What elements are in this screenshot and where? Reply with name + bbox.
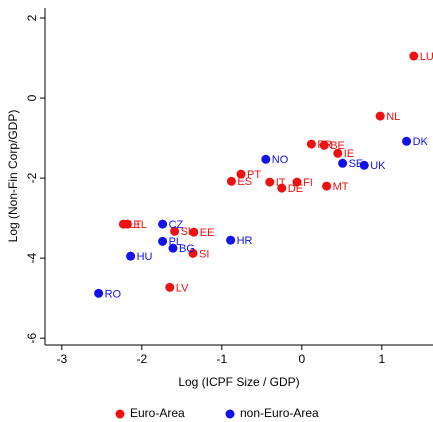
legend-marker (115, 409, 125, 419)
point (322, 181, 332, 191)
x-tick-label: -1 (216, 352, 227, 366)
point (338, 158, 348, 168)
point-label: SI (199, 248, 209, 260)
legend-label: non-Euro-Area (240, 406, 319, 420)
point (277, 183, 287, 193)
point-label: LU (420, 51, 433, 63)
point (375, 111, 385, 121)
point (189, 227, 199, 237)
point (359, 160, 369, 170)
point-label: LT (129, 219, 141, 231)
point-label: EL (133, 219, 146, 231)
point (409, 51, 419, 61)
point (170, 226, 180, 236)
y-tick-label: 0 (25, 94, 39, 101)
y-axis-label: Log (Non-Fin Corp/GDP) (6, 110, 20, 243)
point-label: CZ (169, 219, 184, 231)
point-label: IT (276, 177, 286, 189)
x-tick-label: -3 (56, 352, 67, 366)
point-label: UK (370, 160, 386, 172)
y-tick-label: -4 (25, 252, 39, 263)
point-label: ES (237, 176, 252, 188)
point (319, 140, 329, 150)
point (188, 248, 198, 258)
point-label: SE (349, 158, 364, 170)
point-label: DE (288, 183, 303, 195)
legend-label: Euro-Area (130, 406, 185, 420)
point-label: DK (413, 136, 429, 148)
y-tick-label: -6 (25, 333, 39, 344)
x-tick-label: 0 (298, 352, 305, 366)
point (165, 282, 175, 292)
point (402, 136, 412, 146)
point-label: MT (333, 181, 349, 193)
point (126, 251, 136, 261)
point-label: BG (179, 243, 195, 255)
point (226, 235, 236, 245)
point-label: HR (237, 235, 253, 247)
point (94, 288, 104, 298)
point-label: PT (247, 169, 261, 181)
point-label: LV (176, 282, 189, 294)
point (261, 154, 271, 164)
point-label: IE (344, 148, 354, 160)
point (333, 148, 343, 158)
point (306, 139, 316, 149)
x-axis-label: Log (ICPF Size / GDP) (178, 375, 299, 389)
point-label: FI (303, 177, 313, 189)
point (236, 169, 246, 179)
point-label: NO (272, 154, 289, 166)
point-label: RO (105, 288, 122, 300)
x-tick-label: 1 (378, 352, 385, 366)
point-label: NL (386, 111, 400, 123)
point (122, 219, 132, 229)
point (292, 177, 302, 187)
point-label: BE (330, 140, 345, 152)
point (158, 236, 168, 246)
point-label: HU (137, 251, 153, 263)
point (265, 177, 275, 187)
y-tick-label: -2 (25, 172, 39, 183)
point (226, 176, 236, 186)
legend-marker (225, 409, 235, 419)
point (158, 219, 168, 229)
point-label: EE (200, 227, 215, 239)
x-tick-label: -2 (136, 352, 147, 366)
point (168, 243, 178, 253)
y-tick-label: 2 (25, 14, 39, 21)
